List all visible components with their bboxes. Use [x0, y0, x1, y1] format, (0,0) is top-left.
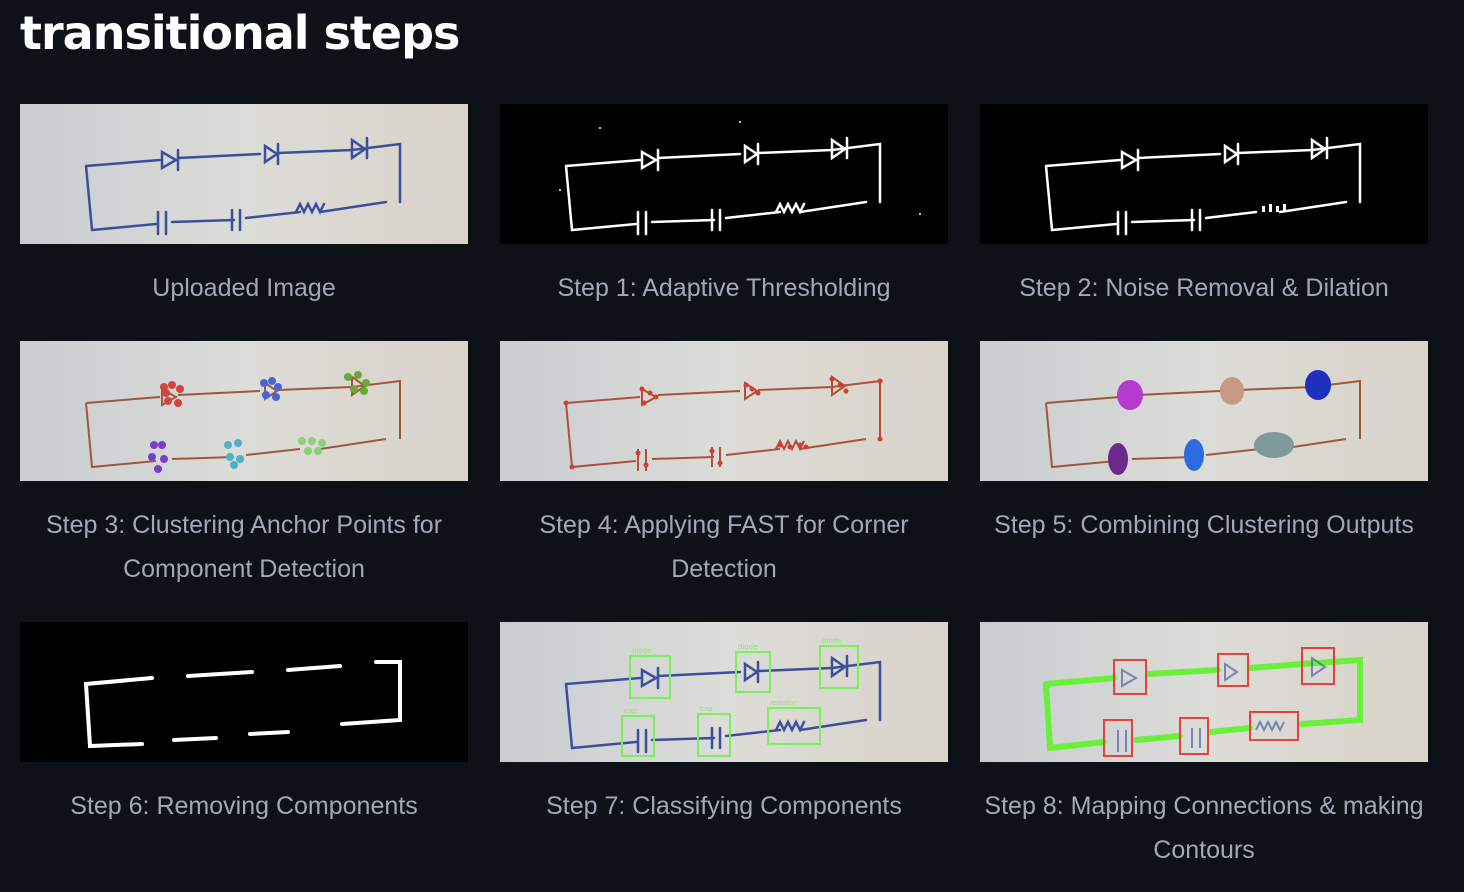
detection-label: diode — [632, 647, 651, 655]
detection-label: cap — [700, 705, 713, 713]
step-caption: Step 6: Removing Components — [70, 792, 418, 820]
noise-removal-image — [980, 104, 1428, 244]
step-card-4: Step 4: Applying FAST for Corner Detecti… — [500, 341, 948, 591]
step-card-5: Step 5: Combining Clustering Outputs — [980, 341, 1428, 547]
connections-contours-image — [980, 622, 1428, 762]
detection-label: cap — [624, 707, 637, 715]
step-caption: Step 5: Combining Clustering Outputs — [994, 511, 1414, 539]
step-card-1: Step 1: Adaptive Thresholding — [500, 104, 948, 310]
step-card-6: Step 6: Removing Components — [20, 622, 468, 828]
classified-components-image: diode diode diode cap cap resistor — [500, 622, 948, 762]
step-caption: Step 4: Applying FAST for Corner Detecti… — [539, 511, 909, 583]
step-caption: Step 2: Noise Removal & Dilation — [1019, 274, 1389, 302]
step-card-2: Step 2: Noise Removal & Dilation — [980, 104, 1428, 310]
step-card-8: Step 8: Mapping Connections & making Con… — [980, 622, 1428, 872]
detection-label: diode — [822, 637, 841, 645]
step-card-uploaded: Uploaded Image — [20, 104, 468, 310]
page-title: transitional steps — [20, 6, 460, 60]
combined-clustering-image — [980, 341, 1428, 481]
threshold-image — [500, 104, 948, 244]
step-card-7: diode diode diode cap cap resistor Step … — [500, 622, 948, 828]
step-caption: Step 7: Classifying Components — [546, 792, 902, 820]
step-card-3: Step 3: Clustering Anchor Points for Com… — [20, 341, 468, 591]
clustering-image — [20, 341, 468, 481]
step-caption: Step 3: Clustering Anchor Points for Com… — [45, 511, 443, 583]
step-caption: Step 1: Adaptive Thresholding — [557, 274, 891, 302]
uploaded-image — [20, 104, 468, 244]
detection-label: resistor — [770, 699, 796, 707]
fast-corner-image — [500, 341, 948, 481]
step-caption: Step 8: Mapping Connections & making Con… — [984, 792, 1424, 864]
step-caption: Uploaded Image — [152, 274, 336, 302]
detection-label: diode — [738, 643, 757, 651]
removed-components-image — [20, 622, 468, 762]
